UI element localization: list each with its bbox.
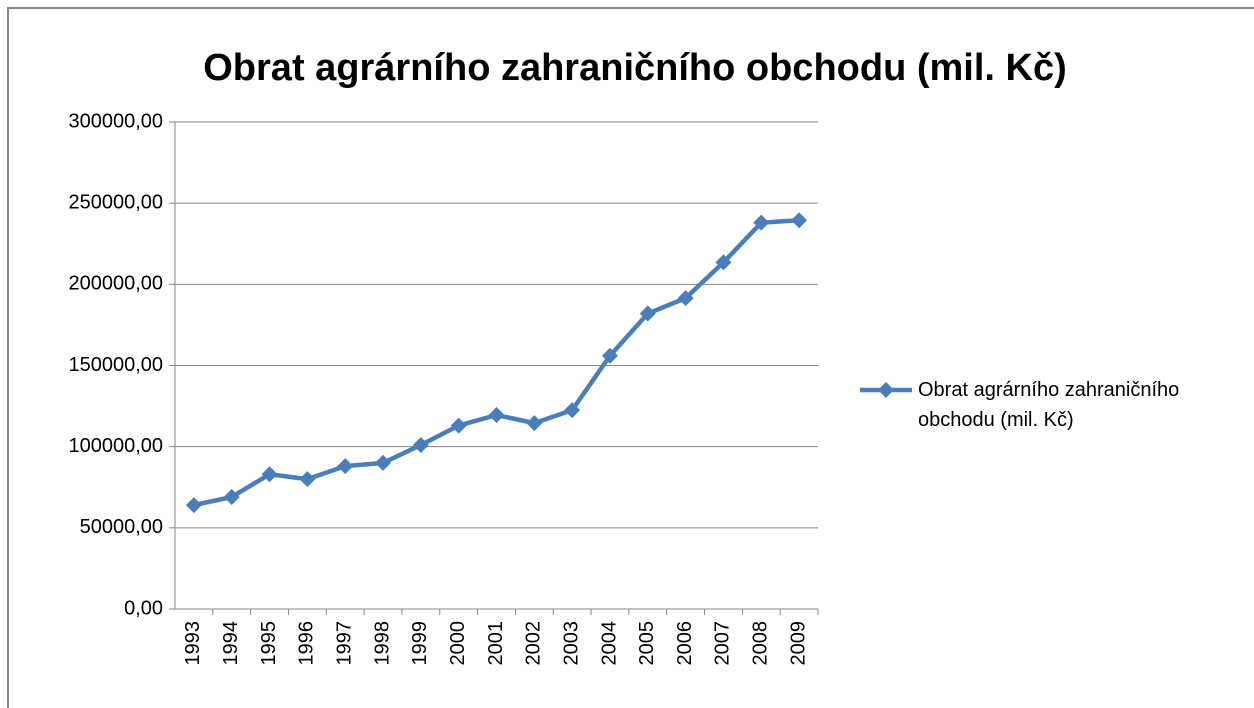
x-tick-label: 2008 bbox=[750, 621, 772, 666]
x-tick-label: 1996 bbox=[296, 621, 318, 666]
data-point bbox=[450, 417, 467, 434]
data-point bbox=[526, 415, 543, 432]
x-tick-label: 1995 bbox=[258, 621, 280, 666]
legend-marker bbox=[878, 382, 894, 398]
x-tick-label: 1994 bbox=[220, 621, 242, 666]
data-point bbox=[375, 454, 392, 471]
y-tick-label: 150000,00 bbox=[68, 354, 163, 376]
y-tick-label: 250000,00 bbox=[68, 191, 163, 213]
data-point bbox=[261, 466, 278, 483]
chart-title: Obrat agrárního zahraničního obchodu (mi… bbox=[203, 47, 1067, 89]
data-point bbox=[753, 214, 770, 231]
y-tick-label: 0,00 bbox=[124, 597, 163, 619]
data-point bbox=[639, 305, 656, 322]
x-tick-label: 2000 bbox=[447, 621, 469, 666]
data-point bbox=[223, 488, 240, 505]
x-tick-label: 2002 bbox=[523, 621, 545, 666]
data-point bbox=[412, 437, 429, 454]
x-tick-label: 2004 bbox=[598, 621, 620, 666]
x-tick-label: 1998 bbox=[371, 621, 393, 666]
data-point bbox=[299, 471, 316, 488]
y-tick-label: 50000,00 bbox=[80, 516, 163, 538]
chart-border bbox=[7, 7, 1254, 708]
data-point bbox=[185, 497, 202, 514]
x-tick-label: 2006 bbox=[674, 621, 696, 666]
x-tick-label: 1993 bbox=[182, 621, 204, 666]
data-point bbox=[337, 458, 354, 475]
x-tick-label: 2007 bbox=[712, 621, 734, 666]
data-point bbox=[677, 290, 694, 307]
y-tick-label: 300000,00 bbox=[68, 110, 163, 132]
data-point bbox=[601, 347, 618, 364]
x-tick-label: 2001 bbox=[485, 621, 507, 666]
data-point bbox=[715, 254, 732, 271]
x-tick-label: 1997 bbox=[333, 621, 355, 666]
data-point bbox=[564, 402, 581, 419]
data-point bbox=[488, 407, 505, 424]
x-tick-label: 2003 bbox=[560, 621, 582, 666]
x-tick-label: 2009 bbox=[787, 621, 809, 666]
y-tick-label: 100000,00 bbox=[68, 435, 163, 457]
data-point bbox=[791, 212, 808, 229]
series-line bbox=[193, 217, 800, 508]
x-tick-label: 1999 bbox=[409, 621, 431, 666]
x-tick-label: 2005 bbox=[636, 621, 658, 666]
legend-label: Obrat agrárního zahraničního obchodu (mi… bbox=[918, 379, 1180, 431]
y-tick-label: 200000,00 bbox=[68, 273, 163, 295]
